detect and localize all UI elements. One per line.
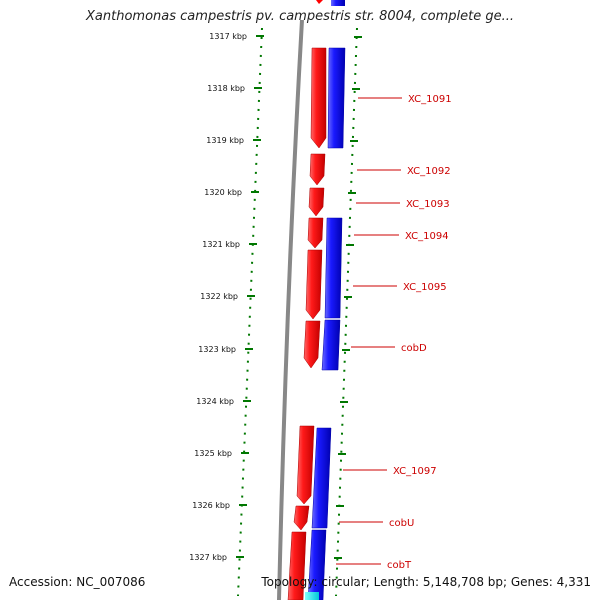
ruler-tick-label: 1324 kbp [196, 397, 234, 406]
ruler-tick-label: 1317 kbp [209, 32, 247, 41]
ruler-tick-label: 1321 kbp [202, 240, 240, 249]
gene-block-blue-1[interactable] [327, 47, 346, 149]
gene-fragment-top-blue[interactable] [331, 0, 345, 6]
gene-label[interactable]: XC_1094 [405, 231, 449, 242]
reverse-strand-genes [305, 47, 346, 600]
gene-block-blue-3[interactable] [321, 319, 341, 371]
ruler-ticks: 1317 kbp 1318 kbp 1319 kbp 1320 kbp 1321 kbp… [189, 32, 362, 562]
gene-arrow-xc1092[interactable] [309, 153, 326, 186]
ruler-tick-label: 1323 kbp [198, 345, 236, 354]
gene-label[interactable]: cobT [387, 560, 412, 571]
ruler-tick-label: 1320 kbp [204, 188, 242, 197]
gene-arrow-xc1093[interactable] [308, 187, 325, 217]
ruler-tick-label: 1319 kbp [206, 136, 244, 145]
gene-label[interactable]: cobU [389, 518, 414, 529]
gene-block-blue-5[interactable] [307, 529, 327, 600]
gene-block-blue-2[interactable] [324, 217, 343, 319]
gene-fragment-bottom-cyan[interactable] [305, 592, 319, 600]
gene-labels: XC_1091 XC_1092 XC_1093 XC_1094 XC_1095 cobD X… [336, 94, 452, 571]
gene-block-blue-4[interactable] [311, 427, 332, 529]
ruler-tick-label: 1318 kbp [207, 84, 245, 93]
ruler-tick-label: 1322 kbp [200, 292, 238, 301]
gene-arrow-xc1094[interactable] [307, 217, 324, 249]
genome-summary: Topology: circular; Length: 5,148,708 bp… [261, 575, 591, 589]
gene-label[interactable]: XC_1092 [407, 166, 451, 177]
gene-arrow-xc1095[interactable] [305, 249, 323, 320]
ruler-tick-label: 1326 kbp [192, 501, 230, 510]
gene-fragment-top-red[interactable] [316, 0, 323, 4]
gene-label[interactable]: XC_1095 [403, 282, 447, 293]
gene-arrow-cobd[interactable] [303, 320, 321, 369]
gene-arrow-cobu[interactable] [293, 505, 310, 531]
forward-strand-genes [287, 47, 327, 600]
outer-dotted-guide [237, 27, 263, 597]
accession-label: Accession: NC_007086 [9, 575, 146, 589]
map-title: Xanthomonas campestris pv. campestris st… [86, 9, 514, 24]
gene-arrow-xc1091[interactable] [310, 47, 327, 149]
ruler-tick-label: 1325 kbp [194, 449, 232, 458]
ruler-tick-label: 1327 kbp [189, 553, 227, 562]
gene-arrow-xc1097[interactable] [296, 425, 315, 505]
gene-label[interactable]: XC_1091 [408, 94, 452, 105]
gene-arrow-cobt[interactable] [287, 531, 307, 600]
gene-label[interactable]: XC_1093 [406, 199, 450, 210]
gene-label[interactable]: cobD [401, 343, 427, 354]
gene-label[interactable]: XC_1097 [393, 466, 437, 477]
genome-backbone [277, 19, 304, 600]
